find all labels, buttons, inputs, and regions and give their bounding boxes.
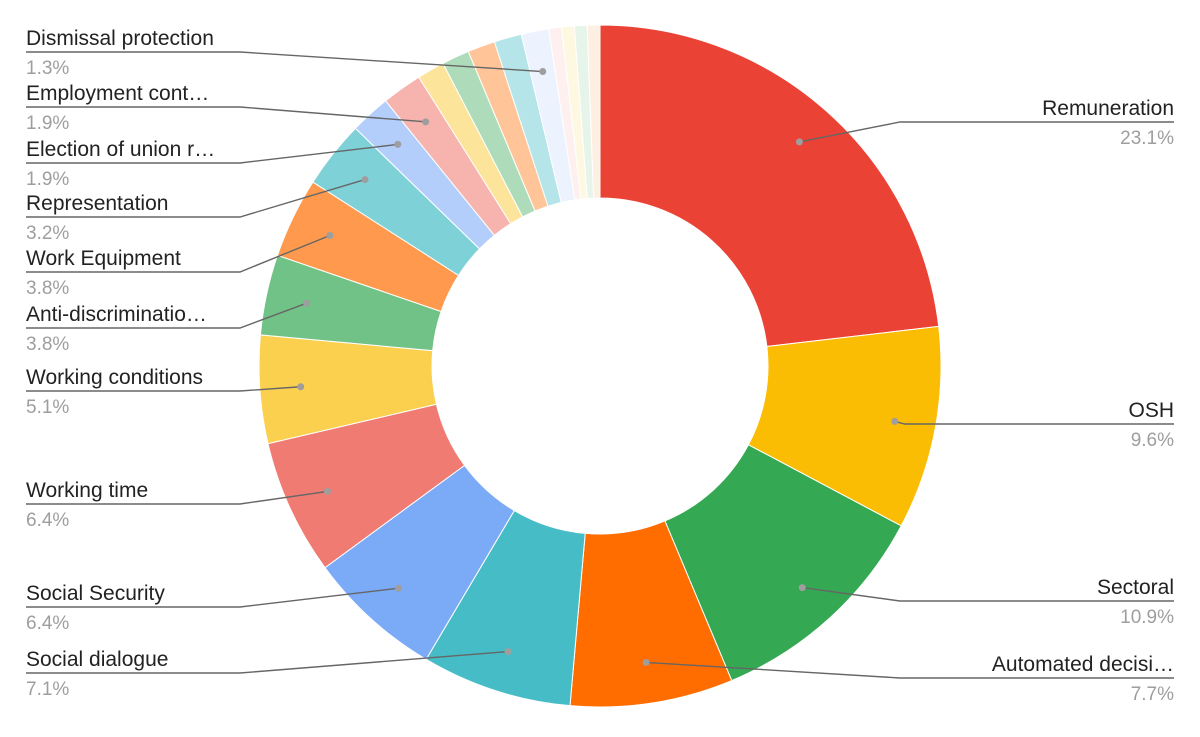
leader-line-working-conditions: [26, 386, 301, 392]
slice-percent-working-conditions: 5.1%: [26, 397, 69, 418]
slice-percent-osh: 9.6%: [1131, 430, 1174, 451]
labels-group: Remuneration 23.1% OSH 9.6% Sectoral 10.9% Aut…: [26, 27, 1174, 705]
leader-dot-osh: [891, 417, 899, 425]
slice-label-working-conditions: Working conditions: [26, 366, 203, 389]
leader-dot-election-of-union-r: [394, 140, 402, 148]
leader-line-dismissal-protection: [26, 51, 543, 73]
slice-remuneration[interactable]: [599, 24, 940, 348]
slice-label-working-time: Working time: [26, 479, 148, 502]
leader-line-social-security: [26, 587, 399, 608]
slice-percent-anti-discriminatio: 3.8%: [26, 334, 69, 355]
slice-percent-election-of-union-r: 1.9%: [26, 169, 69, 190]
slice-percent-representation: 3.2%: [26, 223, 69, 244]
leader-line-automated-decisi: [646, 661, 1174, 679]
leader-dot-automated-decisi: [642, 658, 650, 666]
slice-minor-21[interactable]: [586, 24, 601, 199]
leader-dot-remuneration: [795, 138, 803, 146]
leader-dot-social-security: [394, 584, 402, 592]
leader-dot-working-conditions: [297, 383, 305, 391]
leader-line-sectoral: [802, 586, 1174, 602]
leader-dot-sectoral: [798, 584, 806, 592]
slice-percent-dismissal-protection: 1.3%: [26, 58, 69, 79]
leader-dot-employment-cont: [422, 118, 430, 126]
leader-dot-anti-discriminatio: [303, 299, 311, 307]
slice-percent-sectoral: 10.9%: [1120, 607, 1174, 628]
slice-label-automated-decisi: Automated decisi…: [992, 653, 1174, 676]
leader-line-work-equipment: [26, 234, 331, 273]
leader-line-remuneration: [799, 121, 1174, 143]
slice-label-social-dialogue: Social dialogue: [26, 648, 168, 671]
slice-percent-remuneration: 23.1%: [1120, 128, 1174, 149]
leader-dot-social-dialogue: [504, 648, 512, 656]
slice-label-osh: OSH: [1128, 399, 1174, 422]
leader-line-election-of-union-r: [26, 143, 398, 164]
leader-dot-working-time: [323, 487, 331, 495]
slice-label-social-security: Social Security: [26, 582, 165, 605]
leader-dot-work-equipment: [326, 231, 334, 239]
slice-label-remuneration: Remuneration: [1042, 97, 1174, 120]
slice-label-work-equipment: Work Equipment: [26, 247, 181, 270]
leader-line-anti-discriminatio: [26, 302, 307, 329]
slice-label-employment-cont: Employment cont…: [26, 82, 209, 105]
slice-percent-social-security: 6.4%: [26, 613, 69, 634]
slice-percent-automated-decisi: 7.7%: [1131, 684, 1174, 705]
leader-line-social-dialogue: [26, 650, 509, 674]
slice-sectoral[interactable]: [664, 444, 902, 682]
leader-dot-dismissal-protection: [539, 68, 547, 76]
leader-lines-group: [26, 51, 1174, 679]
leader-line-representation: [26, 178, 366, 218]
leader-dot-representation: [361, 176, 369, 184]
slice-label-dismissal-protection: Dismissal protection: [26, 27, 214, 50]
slice-label-representation: Representation: [26, 192, 168, 215]
slice-label-election-of-union-r: Election of union r…: [26, 138, 215, 161]
slice-label-sectoral: Sectoral: [1097, 576, 1174, 599]
slice-percent-social-dialogue: 7.1%: [26, 679, 69, 700]
leader-line-employment-cont: [26, 106, 426, 123]
slices-group: [258, 24, 942, 708]
leader-line-working-time: [26, 490, 328, 505]
slice-label-anti-discriminatio: Anti-discriminatio…: [26, 303, 207, 326]
slice-percent-employment-cont: 1.9%: [26, 113, 69, 134]
slice-percent-work-equipment: 3.8%: [26, 278, 69, 299]
slice-percent-working-time: 6.4%: [26, 510, 69, 531]
